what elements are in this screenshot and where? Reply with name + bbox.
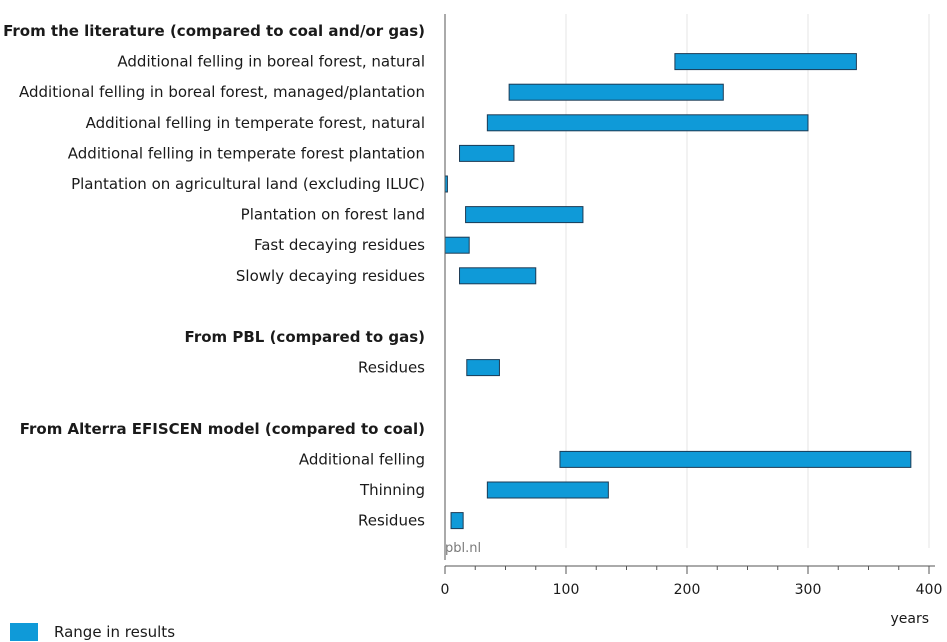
x-tick-label: 0	[441, 582, 450, 598]
category-label: Thinning	[359, 481, 425, 499]
category-label: Additional felling in temperate forest, …	[86, 114, 425, 132]
range-bars	[444, 53, 912, 530]
range-bar	[486, 114, 809, 132]
range-bar	[459, 144, 515, 162]
category-label: Residues	[358, 359, 425, 377]
x-tick-label: 300	[795, 582, 822, 598]
x-axis-label: years	[890, 611, 929, 627]
x-tick-label: 400	[916, 582, 943, 598]
range-bar	[450, 512, 464, 530]
range-bar	[465, 206, 584, 224]
category-label: Additional felling in temperate forest p…	[68, 144, 425, 162]
category-label: Plantation on forest land	[241, 206, 425, 224]
watermark-pbl: pbl.nl	[445, 541, 481, 556]
x-tick-label: 100	[553, 582, 580, 598]
group-header: From PBL (compared to gas)	[185, 328, 425, 346]
category-label: Fast decaying residues	[254, 236, 425, 254]
range-bar	[559, 450, 912, 468]
category-label: Slowly decaying residues	[236, 267, 425, 285]
range-bar	[486, 481, 609, 499]
range-bar	[508, 83, 724, 101]
range-bar	[459, 267, 537, 285]
range-bar	[674, 53, 857, 71]
category-label: Residues	[358, 512, 425, 530]
category-label: Additional felling in boreal forest, man…	[19, 83, 425, 101]
group-header: From Alterra EFISCEN model (compared to …	[20, 420, 425, 438]
category-label: Additional felling	[299, 450, 425, 468]
legend-label: Range in results	[54, 623, 176, 641]
range-bar	[466, 359, 500, 377]
category-label: Plantation on agricultural land (excludi…	[71, 175, 425, 193]
category-label: Additional felling in boreal forest, nat…	[117, 53, 425, 71]
group-header: From the literature (compared to coal an…	[3, 22, 425, 40]
x-tick-label: 200	[674, 582, 701, 598]
category-labels: From the literature (compared to coal an…	[3, 22, 425, 530]
range-bar	[444, 236, 470, 254]
legend-swatch	[10, 623, 38, 641]
legend: Range in results	[10, 623, 175, 641]
x-axis-ticks: 0 100 200 300 400	[441, 565, 943, 598]
